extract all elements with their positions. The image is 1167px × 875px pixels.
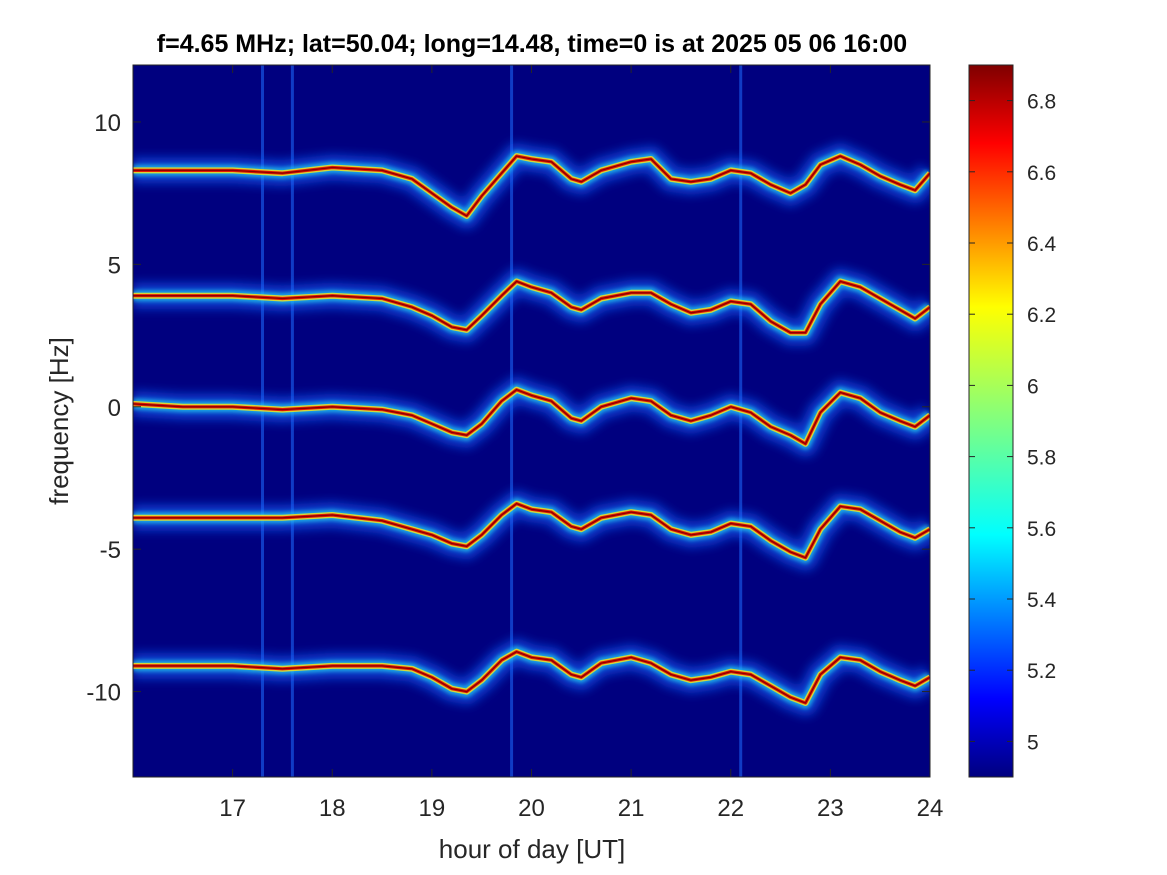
y-tick-label: 0 <box>108 395 121 422</box>
trace-1 <box>133 268 930 346</box>
y-tick-label: -10 <box>86 680 121 707</box>
x-axis-label: hour of day [UT] <box>439 834 625 864</box>
colorbar-tick-label: 6.4 <box>1027 233 1057 256</box>
colorbar-tick-label: 5.4 <box>1027 589 1057 612</box>
colorbar-tick-label: 6.6 <box>1027 162 1056 185</box>
y-tick-label: -5 <box>100 537 121 564</box>
colorbar-tick-label: 6.8 <box>1027 91 1056 114</box>
colorbar <box>968 64 1014 778</box>
x-tick-label: 21 <box>618 795 645 822</box>
y-tick-label: 10 <box>94 110 121 137</box>
chart-title: f=4.65 MHz; lat=50.04; long=14.48, time=… <box>157 30 907 58</box>
colorbar-tick-label: 5.6 <box>1027 518 1056 541</box>
y-axis-label: frequency [Hz] <box>44 337 74 505</box>
x-tick-label: 20 <box>518 795 545 822</box>
x-tick-label: 22 <box>717 795 744 822</box>
doppler-traces <box>133 143 930 716</box>
trace-3 <box>133 490 930 571</box>
x-tick-label: 24 <box>917 795 944 822</box>
colorbar-tick-label: 5.8 <box>1027 447 1056 470</box>
colorbar-ticks: 6.8 6.6 6.4 6.2 6 5.8 5.6 5.4 5.2 5 <box>969 91 1057 754</box>
trace-0 <box>133 143 930 229</box>
trace-4 <box>133 638 930 716</box>
trace-2 <box>133 376 930 457</box>
x-tick-label: 18 <box>319 795 346 822</box>
x-tick-label: 17 <box>219 795 246 822</box>
x-tick-label: 23 <box>817 795 844 822</box>
x-axis-ticks: 17 18 19 20 21 22 23 24 <box>219 65 943 822</box>
colorbar-tick-label: 6.2 <box>1027 304 1056 327</box>
colorbar-tick-label: 6 <box>1027 375 1039 398</box>
colorbar-tick-label: 5.2 <box>1027 660 1056 683</box>
colorbar-tick-label: 5 <box>1027 731 1039 754</box>
x-tick-label: 19 <box>419 795 446 822</box>
y-tick-label: 5 <box>108 252 121 279</box>
y-axis-ticks: 10 5 0 -5 -10 <box>86 110 930 707</box>
